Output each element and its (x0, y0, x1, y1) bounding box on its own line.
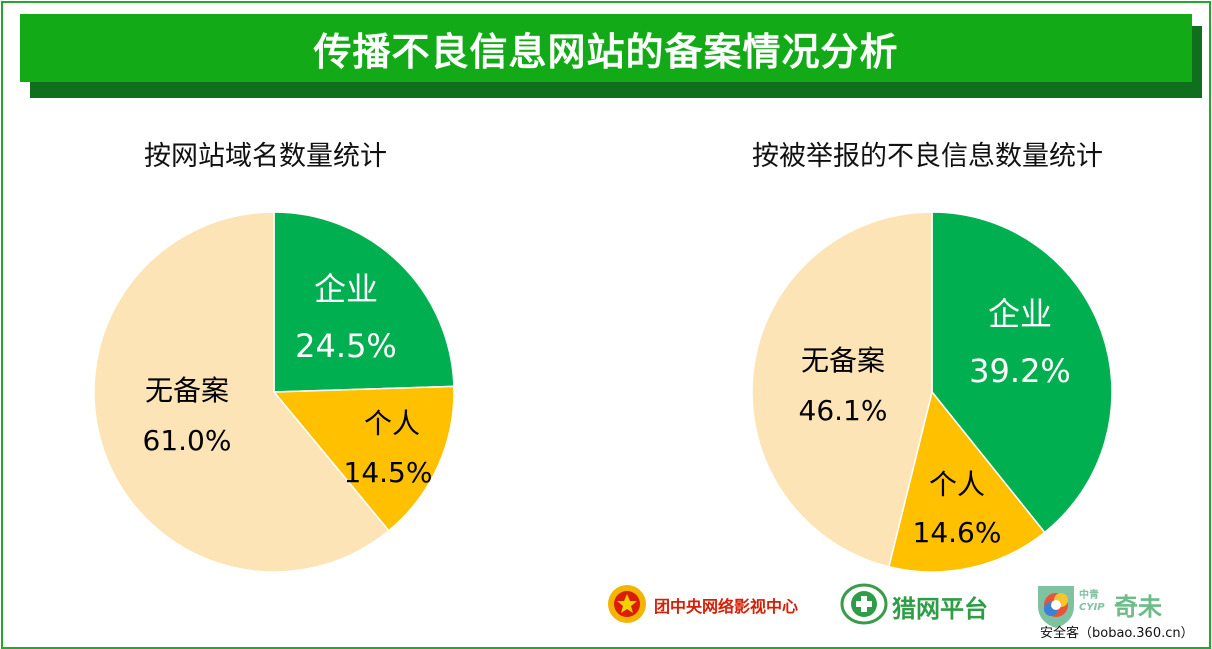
title-bar: 传播不良信息网站的备案情况分析 (20, 14, 1192, 82)
pie-reports-label-0: 企业 (988, 295, 1052, 333)
youth-league-emblem-icon (608, 585, 646, 623)
pie-domains-label-1: 个人 (364, 407, 420, 440)
pie-domains-slice-0 (273, 211, 455, 393)
qiwei-logo-top-text: 中青 (1079, 590, 1099, 601)
pie-domains-slice-2 (93, 211, 390, 573)
pie-reports-value-0: 39.2% (969, 352, 1071, 390)
qiwei-logo-main-text: 奇未 (1114, 593, 1162, 621)
qiwei-logo-cyip-text: CYIP (1079, 602, 1105, 613)
pie-reports-slice-2 (751, 211, 933, 568)
pie-domains-value-1: 14.5% (344, 456, 433, 489)
lie-net-logo-text: 猎网平台 (892, 595, 988, 623)
pie-reports-slice-1 (887, 390, 1046, 573)
qiwei-shield-icon (1038, 586, 1074, 628)
pie-reports-value-1: 14.6% (913, 516, 1002, 549)
pie-domains-value-2: 61.0% (143, 424, 232, 457)
pie-domains-label-2: 无备案 (145, 374, 229, 407)
pie-reports-label-2: 无备案 (801, 344, 885, 377)
youth-league-logo-text: 团中央网络影视中心 (654, 597, 799, 616)
pie-domains-value-0: 24.5% (295, 327, 397, 365)
pie-domains-slice-1 (272, 385, 455, 532)
pie-domains-label-0: 企业 (314, 270, 378, 308)
pie-reports-label-1: 个人 (929, 468, 985, 501)
chart-title-reports: 按被举报的不良信息数量统计 (752, 141, 1103, 172)
pie-reports-slice-0 (931, 211, 1113, 534)
watermark: 安全客（bobao.360.cn） (1040, 626, 1194, 641)
pie-reports-value-2: 46.1% (799, 394, 888, 427)
lie-net-shield-icon (840, 583, 888, 625)
page-title: 传播不良信息网站的备案情况分析 (313, 29, 899, 74)
chart-title-domains: 按网站域名数量统计 (144, 141, 387, 172)
